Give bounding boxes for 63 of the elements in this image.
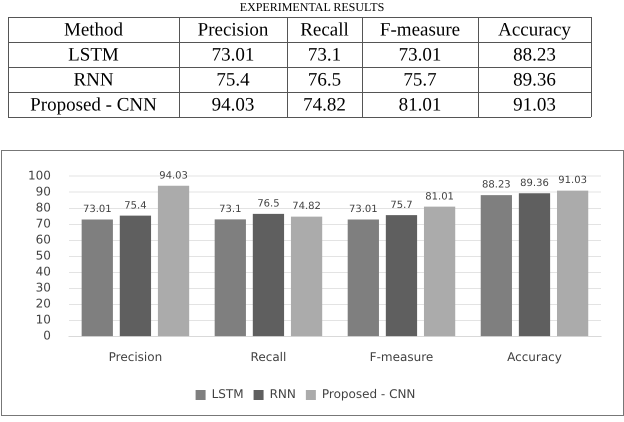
data-label: 75.7 [390,200,413,211]
bar [556,190,588,336]
data-label: 91.03 [558,175,587,186]
x-tick-label: F-measure [380,19,460,40]
x-tick-label: Recall [300,19,349,40]
legend-label: RNN [270,387,296,402]
y-tick-label: 30 [36,280,51,295]
data-label: 73.01 [398,44,442,66]
bar [214,219,246,336]
bar [386,215,418,336]
y-tick-label: 70 [36,216,51,230]
y-tick-label: 60 [36,232,51,246]
data-label: 73.01 [82,204,112,216]
data-label: 94.03 [159,170,188,182]
x-tick-label: F-measure [370,350,434,364]
data-label: 89.36 [513,69,556,90]
y-tick-label: 80 [36,200,51,214]
data-label: 75.7 [403,69,437,90]
data-label: 73.1 [308,44,342,66]
bar [480,195,512,336]
x-tick-label: Precision [108,350,162,364]
data-label: 94.03 [212,94,254,116]
data-label: 75.4 [216,69,250,90]
y-tick-label: 10 [36,312,51,327]
y-tick-label: 50 [36,248,51,263]
x-tick-label: Accuracy [507,350,562,364]
y-tick-label: RNN [73,69,114,90]
data-label: 76.5 [257,198,280,210]
data-label: 89.36 [520,178,549,189]
bar [82,219,113,336]
legend-label: Proposed - CNN [322,387,416,402]
y-tick-label: LSTM [68,44,119,66]
y-tick-label: 100 [28,168,51,182]
bar [424,206,456,336]
bar [518,193,550,336]
bar [348,219,379,336]
data-label: 75.4 [124,200,147,212]
data-label: 73.01 [212,44,254,66]
chart-title: EXPERIMENTAL RESULTS [240,0,384,14]
data-label: 81.01 [398,94,442,116]
data-label: 91.03 [513,94,556,116]
y-tick-label: 20 [36,296,51,311]
bar [290,216,322,336]
x-tick-label: Precision [198,19,269,40]
x-tick-label: Recall [250,350,286,364]
data-label: 88.23 [513,44,556,66]
y-axis-title: Method [64,19,124,40]
y-tick-label: 90 [36,184,51,198]
data-label: 73.01 [349,204,378,216]
data-label: 88.23 [482,180,511,191]
bar [158,186,190,336]
y-tick-label: Proposed - CNN [30,94,158,116]
x-tick-label: Accuracy [498,19,572,40]
y-tick-label: 0 [43,328,51,343]
data-label: 74.82 [292,201,321,212]
data-label: 74.82 [303,94,346,116]
bar [120,216,152,336]
data-label: 81.01 [425,191,454,202]
legend-label: LSTM [212,387,244,402]
y-tick-label: 40 [36,264,51,279]
data-label: 76.5 [308,69,342,90]
data-label: 73.1 [219,204,242,215]
bar [252,214,284,336]
